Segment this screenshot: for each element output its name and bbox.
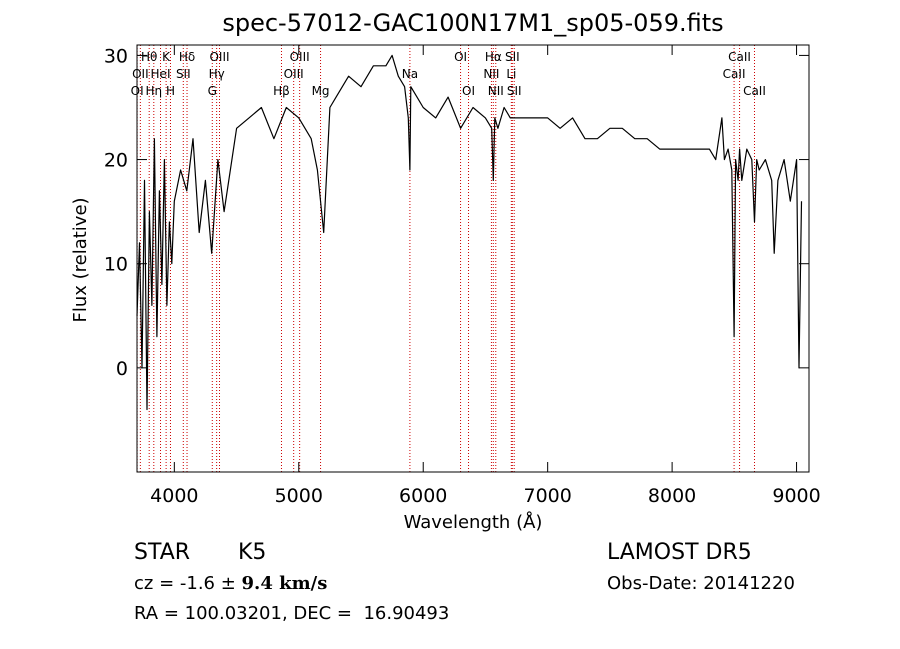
line-markers: [136, 45, 755, 472]
line-label-22: SII: [505, 50, 520, 64]
cz-unit: km/s: [272, 573, 328, 594]
line-label-25: CaII: [728, 50, 751, 64]
x-tick-label-2: 6000: [399, 485, 447, 507]
line-label-2: OI: [131, 84, 144, 98]
object-subclass: K5: [238, 540, 267, 565]
line-label-16: Na: [402, 67, 418, 81]
y-tick-label-0: 0: [116, 358, 128, 380]
line-label-24: SII: [507, 84, 522, 98]
y-axis-label: Flux (relative): [70, 197, 91, 322]
line-label-9: OIII: [209, 50, 229, 64]
line-label-6: Hδ: [179, 50, 195, 64]
line-label-5: Hη: [145, 84, 162, 98]
spectrum-line-0: [136, 54, 803, 411]
y-tick-label-3: 30: [104, 45, 128, 67]
survey-label: LAMOST DR5: [607, 540, 752, 565]
line-label-8: H: [166, 84, 175, 98]
cz-prefix: cz = -1.6 ±: [134, 573, 242, 594]
line-label-19: Hα: [485, 50, 502, 64]
redshift-text: cz = -1.6 ± 9.4 km/s: [134, 573, 327, 594]
obs-date: Obs-Date: 20141220: [607, 573, 795, 594]
line-label-27: CaII: [743, 84, 766, 98]
line-label-15: Mg: [312, 84, 330, 98]
x-tick-label-4: 8000: [648, 485, 696, 507]
ra-dec: RA = 100.03201, DEC = 16.90493: [134, 603, 450, 624]
spectrum-series: [136, 54, 803, 411]
line-label-4: HeI: [151, 67, 171, 81]
line-label-13: OIII: [284, 67, 304, 81]
line-label-17: OI: [454, 50, 467, 64]
line-label-7: SII: [176, 67, 191, 81]
object-class: STAR: [134, 540, 191, 565]
line-label-11: G: [208, 84, 217, 98]
x-tick-label-3: 7000: [523, 485, 571, 507]
x-tick-label-1: 5000: [275, 485, 323, 507]
line-label-12: OIII: [290, 50, 310, 64]
x-axis: 4000 5000 6000 7000 8000 9000: [150, 45, 821, 507]
y-tick-label-2: 20: [104, 150, 128, 172]
line-label-10: Hγ: [209, 67, 225, 81]
line-label-1: OII: [132, 67, 149, 81]
y-tick-label-1: 10: [104, 254, 128, 276]
chart-title: spec-57012-GAC100N17M1_sp05-059.fits: [222, 9, 723, 37]
line-label-0: Hθ: [141, 50, 157, 64]
line-label-23: Li: [506, 67, 516, 81]
line-label-14: Hβ: [273, 84, 290, 98]
y-axis: 0 10 20 30: [104, 45, 809, 380]
x-axis-label: Wavelength (Å): [404, 511, 543, 533]
line-label-18: OI: [462, 84, 475, 98]
cz-error: 9.4: [241, 573, 273, 594]
line-label-20: NII: [483, 67, 499, 81]
x-tick-label-5: 9000: [772, 485, 820, 507]
plot-frame: [136, 44, 810, 473]
line-label-3: K: [162, 50, 171, 64]
x-tick-label-0: 4000: [150, 485, 198, 507]
line-label-26: CaII: [723, 67, 746, 81]
line-label-21: NII: [488, 84, 504, 98]
